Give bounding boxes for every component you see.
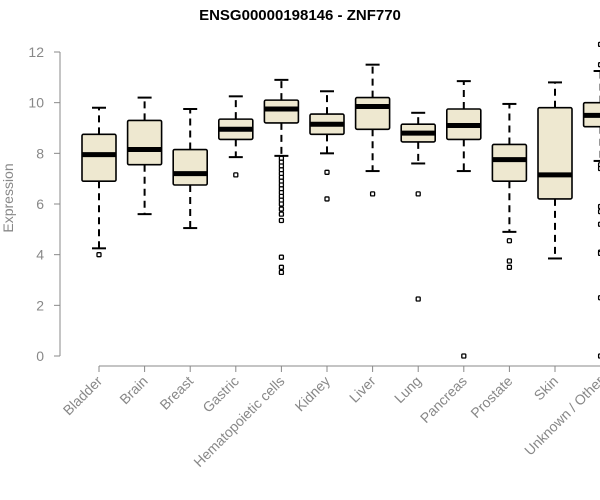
outlier-point (507, 259, 511, 263)
box-body (128, 120, 162, 164)
outlier-point (416, 297, 420, 301)
outlier-point (279, 270, 283, 274)
y-tick-label: 4 (36, 247, 44, 263)
outlier-point (325, 197, 329, 201)
box-body (538, 108, 572, 199)
outlier-point (279, 212, 283, 216)
y-tick-label: 2 (36, 297, 44, 313)
y-tick-label: 0 (36, 348, 44, 364)
box-breast (173, 109, 207, 228)
box-gastric (219, 96, 253, 177)
outlier-point (279, 255, 283, 259)
box-body (173, 150, 207, 185)
box-unknown-other (584, 42, 600, 358)
box-body (264, 100, 298, 123)
boxplot-chart: 0 2 4 6 8 10 12 Bladder Brain Breast GastricHemat… (0, 0, 600, 500)
y-tick-label: 6 (36, 196, 44, 212)
x-tick-label: Prostate (467, 373, 515, 421)
x-tick-label: Breast (156, 373, 196, 413)
x-tick-label: Hematopoietic cells (190, 373, 287, 470)
box-liver (356, 65, 390, 196)
box-body (492, 144, 526, 181)
box-hematopoietic-cells (264, 80, 298, 275)
outlier-point (279, 202, 283, 206)
outlier-point (462, 354, 466, 358)
box-body (82, 134, 116, 181)
outlier-point (234, 173, 238, 177)
box-lung (401, 113, 435, 301)
outlier-point (507, 239, 511, 243)
box-brain (128, 98, 162, 215)
outlier-point (279, 265, 283, 269)
y-tick-label: 8 (36, 145, 44, 161)
box-kidney (310, 91, 344, 201)
x-tick-label: Lung (391, 373, 424, 406)
outlier-point (97, 253, 101, 257)
x-tick-label: Gastric (199, 373, 242, 416)
y-axis-label: Expression (0, 163, 16, 232)
box-pancreas (447, 81, 481, 358)
y-tick-label: 12 (28, 44, 44, 60)
outlier-point (416, 192, 420, 196)
outlier-point (279, 207, 283, 211)
outlier-point (279, 218, 283, 222)
y-tick-label: 10 (28, 95, 44, 111)
outlier-point (325, 170, 329, 174)
box-bladder (82, 108, 116, 257)
outlier-point (371, 192, 375, 196)
x-tick-label: Skin (531, 373, 562, 404)
box-prostate (492, 104, 526, 269)
outlier-point (507, 265, 511, 269)
box-skin (538, 82, 572, 258)
x-tick-label: Kidney (292, 373, 334, 415)
x-tick-label: Liver (346, 373, 379, 406)
x-tick-label: Unknown / Other (521, 373, 600, 459)
x-tick-label: Brain (116, 373, 150, 407)
box-body (356, 98, 390, 130)
x-tick-label: Bladder (60, 373, 106, 419)
box-series (82, 42, 600, 358)
y-axis: 0 2 4 6 8 10 12 (28, 44, 60, 364)
x-tick-label: Pancreas (417, 373, 470, 426)
